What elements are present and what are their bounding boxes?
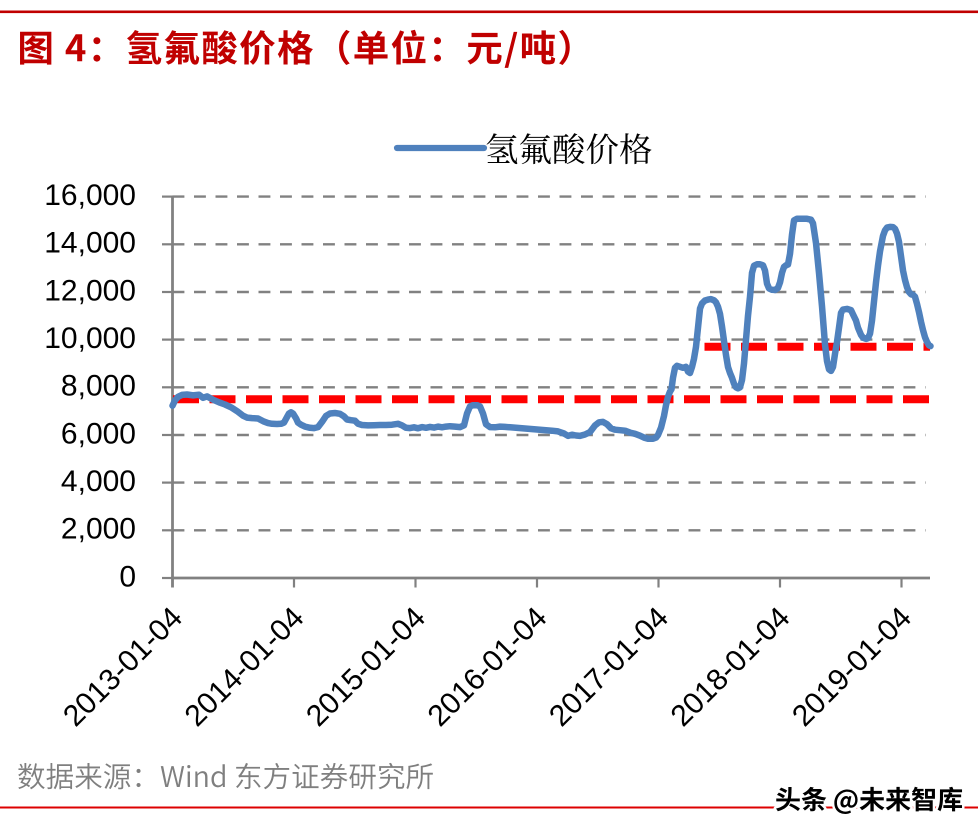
svg-text:16,000: 16,000 bbox=[44, 179, 136, 212]
svg-text:0: 0 bbox=[119, 560, 136, 593]
svg-text:6,000: 6,000 bbox=[61, 417, 136, 450]
svg-text:14,000: 14,000 bbox=[44, 227, 136, 260]
svg-text:2,000: 2,000 bbox=[61, 513, 136, 546]
svg-text:8,000: 8,000 bbox=[61, 370, 136, 403]
svg-text:4,000: 4,000 bbox=[61, 465, 136, 498]
svg-text:12,000: 12,000 bbox=[44, 274, 136, 307]
svg-text:10,000: 10,000 bbox=[44, 322, 136, 355]
